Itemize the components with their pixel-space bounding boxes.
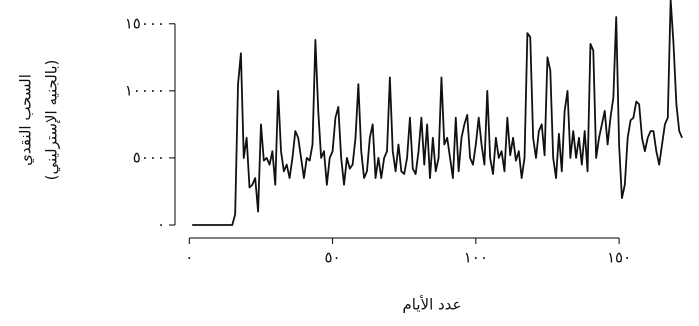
y-axis-label: السحب النقدي xyxy=(17,74,36,166)
x-tick-label: ٠ xyxy=(185,249,193,267)
x-tick-label: ٥٠ xyxy=(325,249,341,267)
data-line xyxy=(192,0,683,226)
x-tick-label: ١٠٠ xyxy=(464,249,488,267)
x-axis-label: عدد الأيام xyxy=(402,295,461,314)
y-tick-label: ٠ xyxy=(157,215,165,233)
y-tick-label: ١٠٠٠٠ xyxy=(125,81,165,99)
y-tick-label: ١٥٠٠٠ xyxy=(125,14,165,32)
y-axis-label: (بالجنيه الإسترليني) xyxy=(43,60,62,181)
y-tick-label: ٥٠٠٠ xyxy=(133,148,165,166)
x-tick-label: ١٥٠ xyxy=(607,249,631,267)
